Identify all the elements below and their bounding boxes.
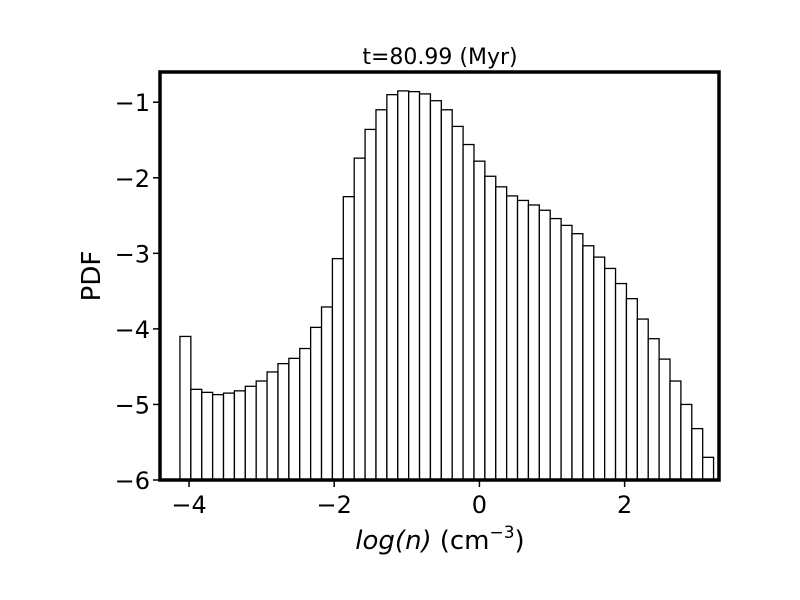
y-axis-label: PDF [77,251,107,302]
histogram-bar [647,338,660,481]
histogram-bar [473,160,486,481]
y-tick-label: −5 [115,391,150,419]
x-axis-ticks: −4 −2 0 2 [171,480,632,519]
chart-title: t=80.99 (Myr) [362,45,517,70]
x-tick-label: −4 [171,491,206,519]
histogram-bar [222,392,236,481]
histogram-bar [397,90,410,481]
histogram-bar [614,282,628,481]
x-axis-label-unit-exponent: −3 [489,523,514,543]
y-tick-label: −3 [115,240,150,268]
histogram-bar [582,245,595,481]
histogram-bar [288,357,301,481]
histogram-bar [516,199,530,481]
histogram-bar [604,267,617,481]
x-axis-label-unit-suffix: ) [515,526,525,556]
histogram-bar [375,109,388,481]
histogram-bar [299,347,312,481]
histogram-bar [636,318,649,481]
histogram-bar [190,388,203,481]
histogram-bar [386,94,399,481]
histogram-bar [266,371,279,481]
histogram-bar [364,128,377,481]
histogram-bar [277,362,290,481]
histogram-bar [407,90,421,481]
histogram-bar [179,335,192,481]
histogram-bar [495,186,508,481]
x-tick-label: 0 [472,491,487,519]
histogram-bar [331,257,344,481]
histogram-bar [680,403,693,481]
histogram-bar [320,306,334,481]
histogram-bar [440,109,453,481]
histogram-bar [342,196,355,481]
histogram-bar [625,298,638,481]
histogram-bar [418,93,432,481]
histogram-bar [451,125,464,481]
histogram-bar [691,427,704,481]
plot-frame [158,70,721,482]
x-tick-label: 2 [617,491,632,519]
histogram-bar [669,380,682,481]
histogram-bar [429,100,442,481]
histogram-bar [658,358,671,481]
histogram-bar [549,217,562,481]
y-tick-label: −6 [115,467,150,495]
histogram-bar [593,256,606,481]
x-axis-label: log(n) (cm−3) [355,523,524,556]
y-tick-label: −1 [115,89,150,117]
histogram-bar [309,326,323,481]
y-tick-label: −4 [115,316,150,344]
histogram-bar [201,391,214,481]
histogram-bar [527,204,540,481]
histogram-bar [484,175,497,481]
histogram-bar [571,233,584,481]
x-axis-label-variable: log(n) [355,526,431,556]
histogram-bar [353,157,366,481]
histogram-bar [505,195,519,481]
histogram-bar [462,143,475,481]
histogram-bar [560,224,573,481]
x-axis-label-unit-prefix: (cm [440,526,490,556]
y-axis-ticks: −6 −5 −4 −3 −2 −1 [115,89,160,495]
histogram-bar [538,209,551,481]
x-tick-label: −2 [317,491,352,519]
histogram-bar [702,456,715,481]
histogram-bar [233,390,246,481]
histogram-bar [255,380,268,481]
histogram-bar [244,385,257,481]
y-tick-label: −2 [115,165,150,193]
histogram-bar [211,393,225,481]
